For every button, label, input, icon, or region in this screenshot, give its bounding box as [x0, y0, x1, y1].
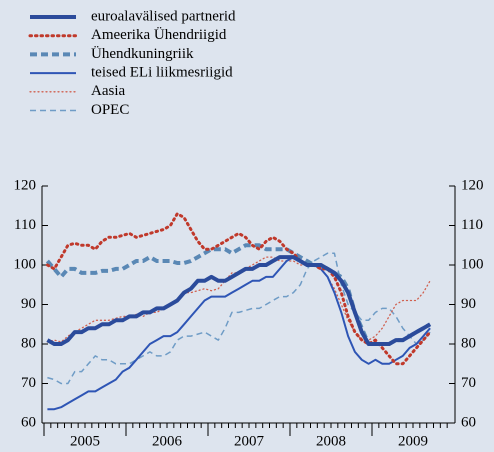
x-tick-label: 2006	[152, 433, 183, 449]
x-tick-label: 2007	[234, 433, 265, 449]
y2-tick-label: 70	[461, 375, 476, 391]
series-line	[47, 252, 431, 385]
y2-tick-label: 100	[461, 256, 484, 272]
y-tick-label: 110	[14, 217, 36, 233]
x-tick-label: 2008	[316, 433, 346, 449]
legend-label: euroalavälised partnerid	[91, 8, 236, 24]
x-tick-label: 2009	[398, 433, 428, 449]
y-tick-label: 100	[14, 256, 37, 272]
legend-label: Ühendkuningriik	[91, 45, 194, 62]
y2-tick-label: 110	[461, 217, 483, 233]
y2-tick-label: 90	[461, 296, 476, 312]
y2-tick-label: 120	[461, 177, 484, 193]
series-line	[45, 243, 432, 346]
y2-tick-label: 60	[461, 414, 476, 430]
y-tick-label: 120	[14, 177, 37, 193]
y2-tick-label: 80	[461, 335, 476, 351]
y-tick-label: 70	[21, 375, 36, 391]
legend-label: OPEC	[91, 102, 129, 118]
y-tick-label: 90	[21, 296, 36, 312]
y-tick-label: 60	[21, 414, 36, 430]
legend-label: Aasia	[91, 83, 125, 99]
series-line	[47, 256, 431, 411]
legend-label: Ameerika Ühendriigid	[91, 26, 227, 43]
series-line	[46, 255, 432, 346]
legend-label: teised ELi liikmesriigid	[91, 65, 233, 81]
y-tick-label: 80	[21, 335, 36, 351]
x-tick-label: 2005	[70, 433, 100, 449]
